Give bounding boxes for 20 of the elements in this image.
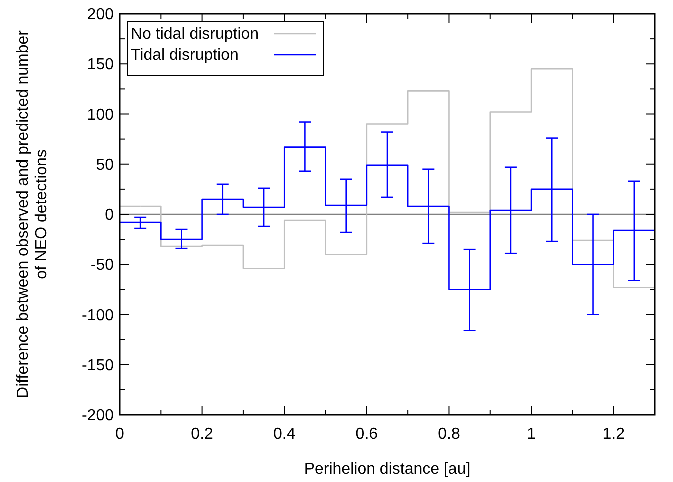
legend-label: Tidal disruption (131, 47, 239, 64)
x-axis-title: Perihelion distance [au] (304, 461, 471, 478)
x-tick-label: 0.6 (356, 426, 378, 443)
y-tick-label: 150 (87, 56, 114, 74)
y-tick-label: -100 (82, 307, 114, 324)
y-tick-label: 200 (87, 6, 114, 24)
x-tick-label: 1.2 (602, 426, 626, 443)
y-tick-label: 100 (87, 106, 114, 124)
y-tick-label: -200 (82, 408, 114, 425)
y-axis-title: Difference between observed and predicted number of NEO detections (15, 30, 50, 398)
y-tick-label: 50 (96, 156, 114, 174)
x-tick-label: 0.8 (438, 426, 460, 443)
legend-label: No tidal disruption (131, 26, 260, 43)
x-tick-label: 0.2 (191, 426, 214, 443)
x-tick-label: 1 (527, 426, 536, 443)
x-tick-label: 0.4 (273, 426, 296, 443)
y-tick-label: -150 (82, 357, 114, 374)
x-tick-label: 0 (116, 426, 125, 443)
y-tick-label: -50 (90, 257, 114, 274)
y-tick-label: 0 (105, 207, 114, 224)
